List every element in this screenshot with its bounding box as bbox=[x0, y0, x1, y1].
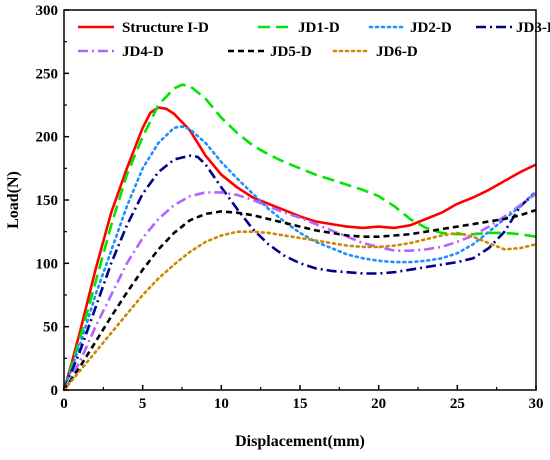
x-tick-label: 30 bbox=[529, 396, 544, 412]
series-line-3 bbox=[62, 125, 538, 392]
x-tick-label: 25 bbox=[450, 396, 465, 412]
series-layer bbox=[62, 83, 538, 392]
x-tick-label: 20 bbox=[371, 396, 386, 412]
legend-label: JD3-D bbox=[516, 20, 550, 36]
y-tick-label: 50 bbox=[43, 320, 58, 336]
legend: Structure I-D JD1-D JD2-D JD3-D JD4-D JD5-D JD… bbox=[78, 20, 550, 60]
series-line-4 bbox=[62, 154, 537, 391]
series-line-2 bbox=[62, 83, 537, 391]
x-tick-label: 10 bbox=[214, 396, 229, 412]
legend-label: JD1-D bbox=[298, 20, 340, 36]
legend-label: JD4-D bbox=[122, 44, 164, 60]
y-axis-title: Load(N) bbox=[5, 171, 22, 229]
x-tick-label: 15 bbox=[293, 396, 308, 412]
legend-label: JD5-D bbox=[270, 44, 312, 60]
x-axis-title: Displacement(mm) bbox=[235, 433, 365, 450]
legend-label: JD6-D bbox=[376, 44, 418, 60]
legend-label: JD2-D bbox=[410, 20, 452, 36]
series-line-7 bbox=[62, 230, 538, 392]
legend-label: Structure I-D bbox=[122, 20, 209, 36]
y-tick-label: 0 bbox=[51, 383, 59, 399]
series-line-1 bbox=[62, 106, 537, 391]
y-tick-label: 200 bbox=[36, 130, 59, 146]
y-tick-label: 250 bbox=[36, 66, 59, 82]
y-tick-label: 150 bbox=[36, 193, 59, 209]
x-tick-label: 0 bbox=[60, 396, 68, 412]
series-line-5 bbox=[62, 191, 537, 391]
y-tick-label: 300 bbox=[36, 3, 59, 19]
y-tick-label: 100 bbox=[36, 256, 59, 272]
x-tick-label: 5 bbox=[139, 396, 147, 412]
series-line-6 bbox=[62, 208, 537, 391]
